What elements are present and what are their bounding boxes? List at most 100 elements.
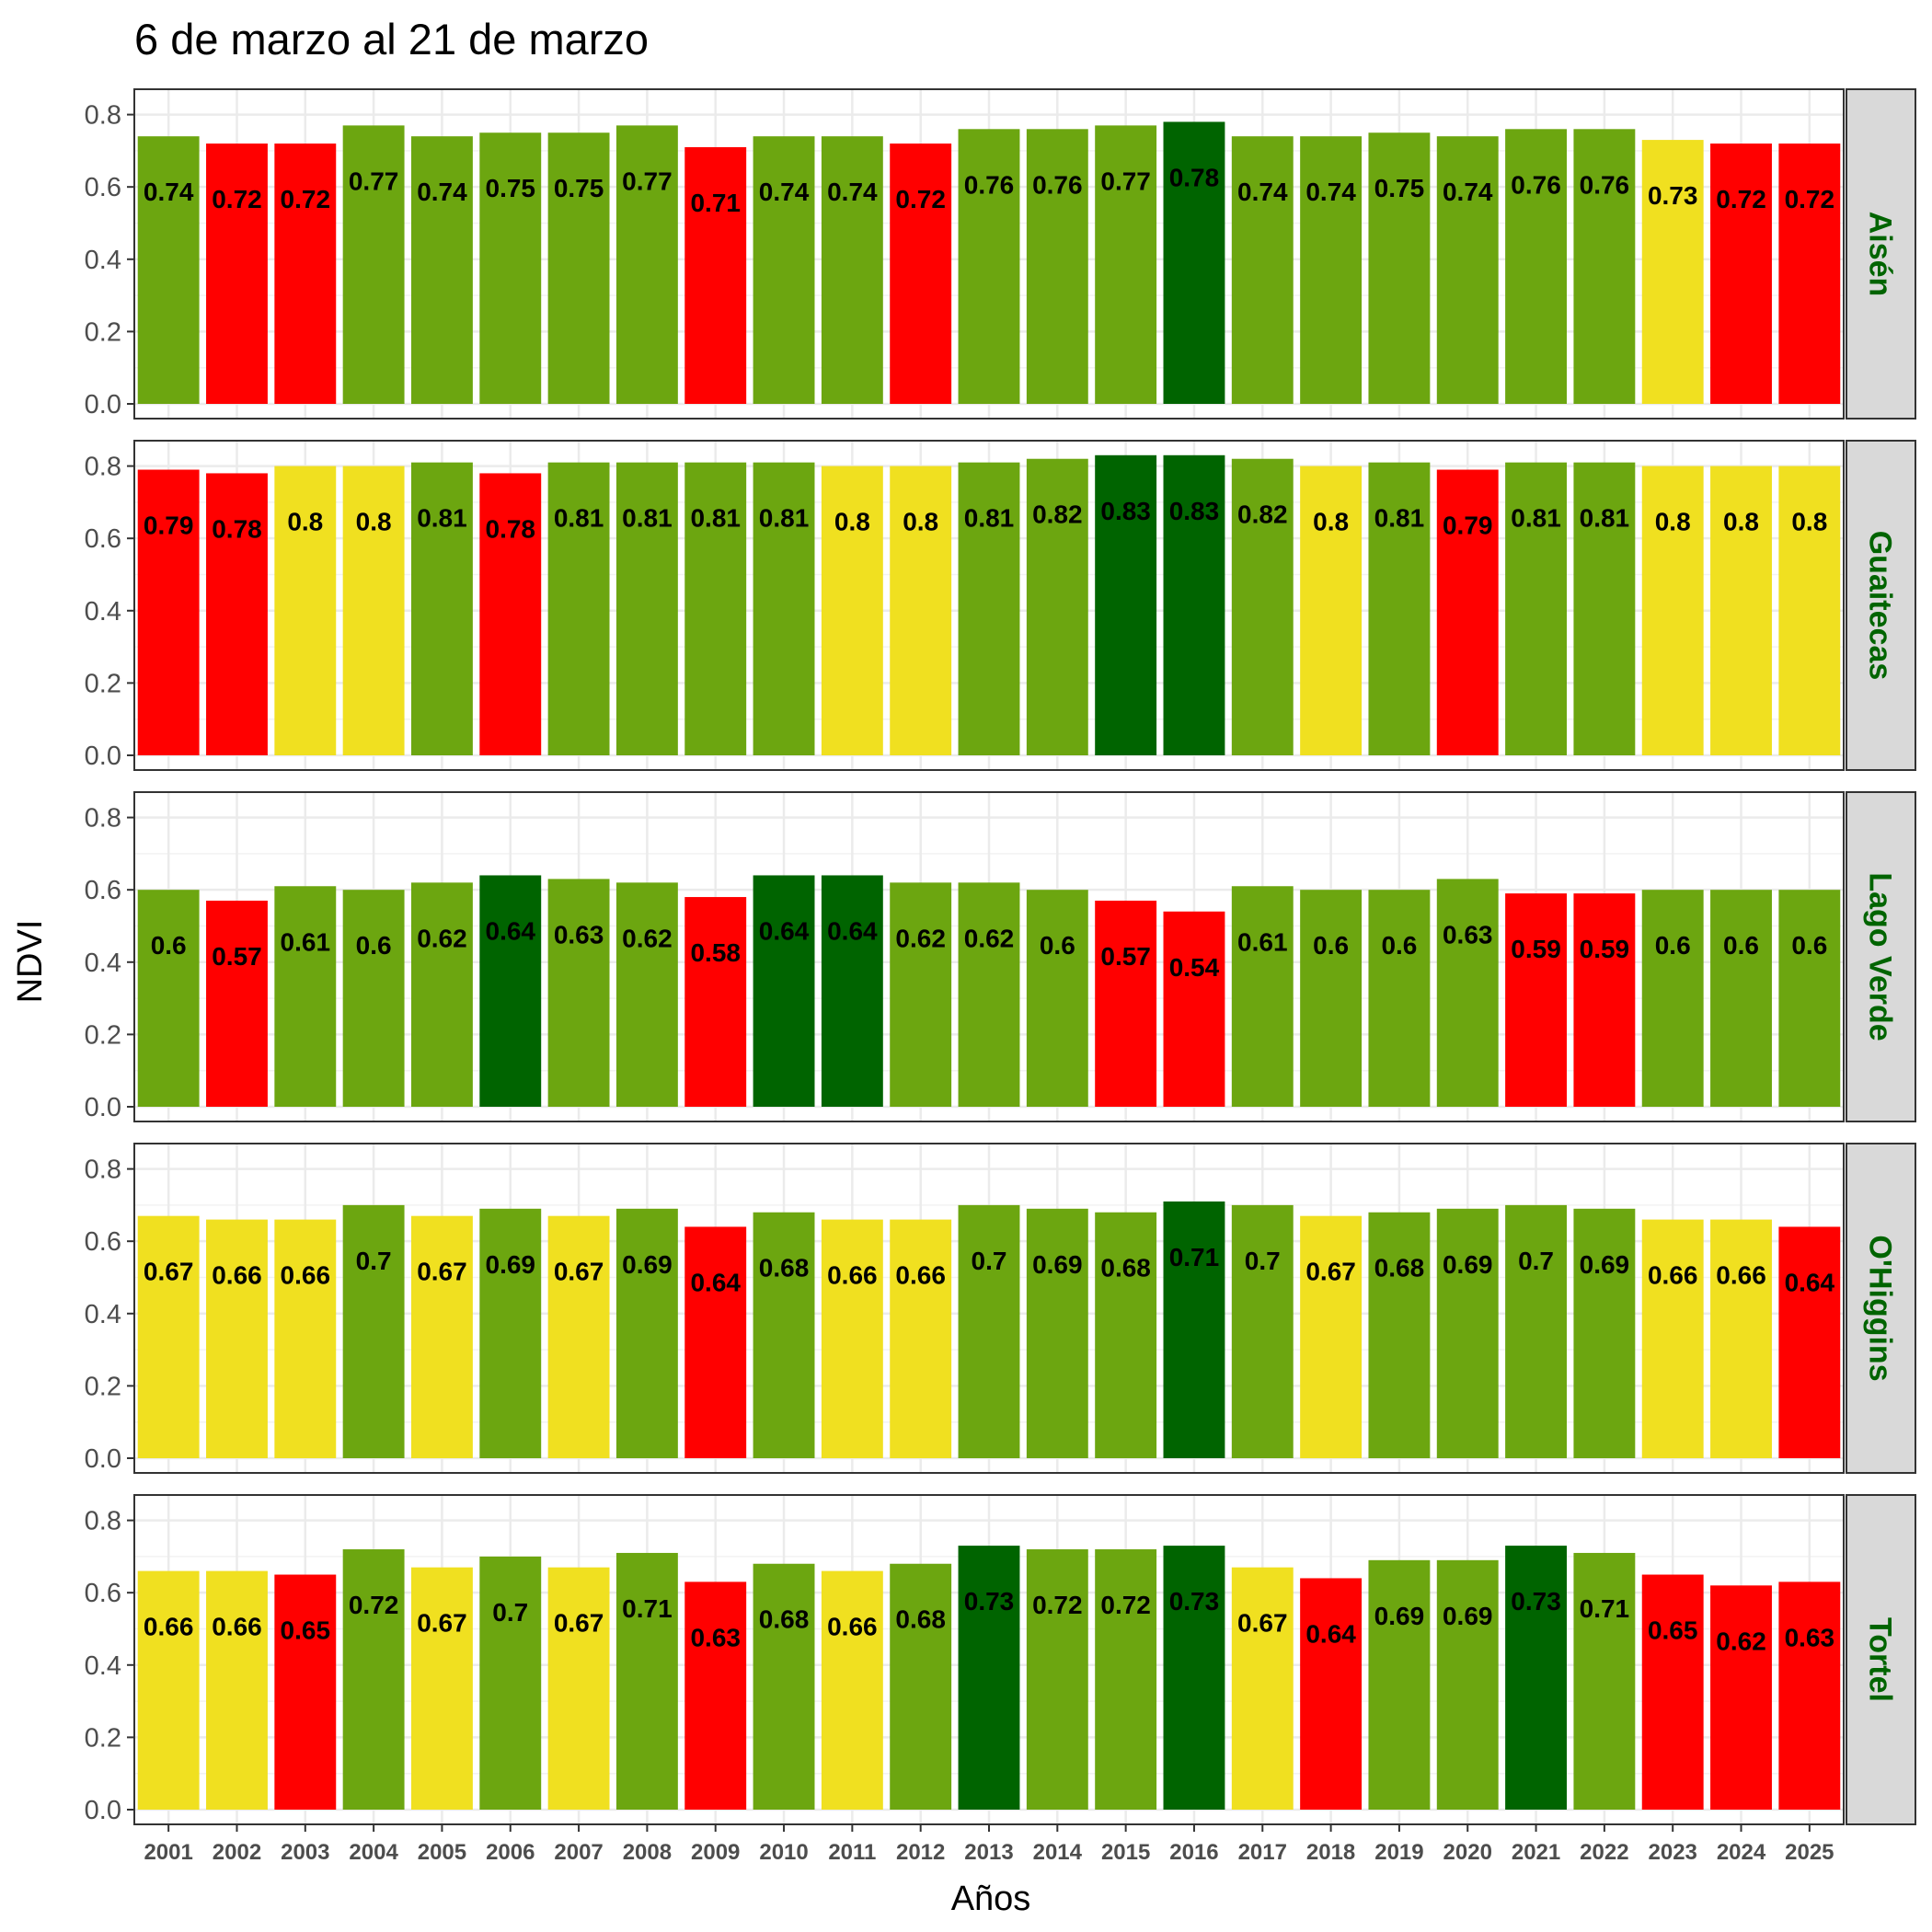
y-tick-label: 0.0 [85,1093,121,1122]
bar [1573,1208,1636,1458]
bar [547,879,610,1107]
bar-value-label: 0.8 [903,508,938,536]
bar-value-label: 0.74 [1443,178,1493,206]
bar-value-label: 0.7 [972,1247,1007,1275]
bar-value-label: 0.7 [1518,1247,1554,1275]
bar [547,462,610,755]
bar [342,466,405,755]
y-tick-label: 0.4 [85,1651,121,1681]
bar-value-label: 0.78 [486,514,536,543]
bar-value-label: 0.76 [1032,170,1083,199]
facet-panel: 0.67 0.66 0.66 0.7 0.67 0.69 0.67 0.69 0.64 0.68 0… [85,1143,1916,1474]
bar-value-label: 0.69 [1032,1250,1083,1279]
bar-value-label: 0.72 [1716,185,1766,213]
facet-panel: 0.6 0.57 0.61 0.6 0.62 0.64 0.63 0.62 0.58 0.64 0.… [85,791,1916,1122]
bar-value-label: 0.61 [1237,927,1288,956]
bar-value-label: 0.8 [287,508,323,536]
facet-strip-label: Guaitecas [1863,531,1898,681]
bar-value-label: 0.62 [1716,1627,1766,1655]
bar [1026,1549,1088,1810]
bar [410,882,473,1107]
bar [1641,466,1704,755]
x-axis-label: Años [951,1880,1031,1918]
bar-value-label: 0.79 [144,512,194,540]
facet-strip [1846,1143,1916,1474]
bar-value-label: 0.74 [1305,178,1356,206]
bar [1095,900,1157,1107]
y-tick-label: 0.6 [85,524,121,554]
bar [274,1219,337,1458]
bar-value-label: 0.66 [1716,1261,1766,1290]
bar [1436,1208,1499,1458]
bar [1163,1201,1225,1458]
bar-value-label: 0.72 [1032,1591,1083,1619]
y-tick-label: 0.8 [85,101,121,131]
bar [1095,1212,1157,1458]
bar-value-label: 0.68 [1100,1254,1151,1282]
bar-value-label: 0.67 [144,1258,194,1286]
bar-value-label: 0.54 [1169,953,1220,982]
bar-value-label: 0.76 [1580,170,1630,199]
bar [1231,458,1294,755]
bar [1368,1559,1431,1810]
bar-value-label: 0.66 [1648,1261,1698,1290]
bar [274,466,337,755]
bar-value-label: 0.68 [895,1605,946,1634]
bar [1710,1219,1772,1458]
bar [890,1219,952,1458]
y-tick-label: 0.6 [85,1227,121,1257]
facet-strip-label: O'Higgins [1863,1235,1898,1381]
bar-value-label: 0.67 [1237,1609,1288,1638]
x-tick-label: 2024 [1717,1840,1766,1865]
bar-value-label: 0.75 [1374,174,1425,202]
bar-value-label: 0.77 [349,167,399,195]
y-tick-label: 0.2 [85,1723,121,1753]
bar-value-label: 0.67 [417,1258,467,1286]
bar [1300,1578,1363,1810]
x-tick-label: 2025 [1785,1840,1834,1865]
bar [274,144,337,404]
x-tick-label: 2005 [418,1840,466,1865]
bar [1231,136,1294,405]
x-tick-label: 2006 [486,1840,535,1865]
bar-value-label: 0.72 [1100,1591,1151,1619]
bar-value-label: 0.66 [827,1613,878,1641]
facet-strip [1846,791,1916,1122]
bar [1300,1215,1363,1458]
bar-value-label: 0.72 [895,185,946,213]
bar [1710,466,1772,755]
bar-value-label: 0.81 [554,504,604,533]
bar [615,1208,678,1458]
bar-value-label: 0.66 [144,1613,194,1641]
bar-value-label: 0.64 [1305,1619,1356,1648]
facet-strip [1846,88,1916,420]
bar-value-label: 0.6 [151,931,187,960]
bar-value-label: 0.72 [281,185,331,213]
bar [684,1226,747,1458]
bar-value-label: 0.66 [827,1261,878,1290]
bar [821,875,883,1107]
bar [753,1563,815,1810]
bar-value-label: 0.81 [1580,504,1630,533]
bar [1026,458,1088,755]
bar-value-label: 0.59 [1511,935,1561,963]
facet-strip-label: Tortel [1863,1617,1898,1702]
bar [753,875,815,1107]
bar [821,1570,883,1810]
bar [1778,890,1841,1107]
x-tick-label: 2016 [1169,1840,1218,1865]
bar [206,1219,268,1458]
facet-panel: 0.66 0.66 0.65 0.72 0.67 0.7 0.67 0.71 0.63 0.68 0… [85,1494,1916,1865]
bar [753,462,815,755]
bar-value-label: 0.69 [1580,1250,1630,1279]
x-tick-label: 2007 [554,1840,603,1865]
bar-value-label: 0.63 [554,920,604,949]
bar-value-label: 0.73 [1648,181,1698,210]
y-tick-label: 0.0 [85,1796,121,1825]
bar [753,136,815,405]
bar-value-label: 0.62 [964,924,1015,952]
bar [1710,1585,1772,1810]
bar [137,1570,200,1810]
bar-value-label: 0.69 [1443,1250,1493,1279]
bar-value-label: 0.73 [964,1587,1015,1616]
